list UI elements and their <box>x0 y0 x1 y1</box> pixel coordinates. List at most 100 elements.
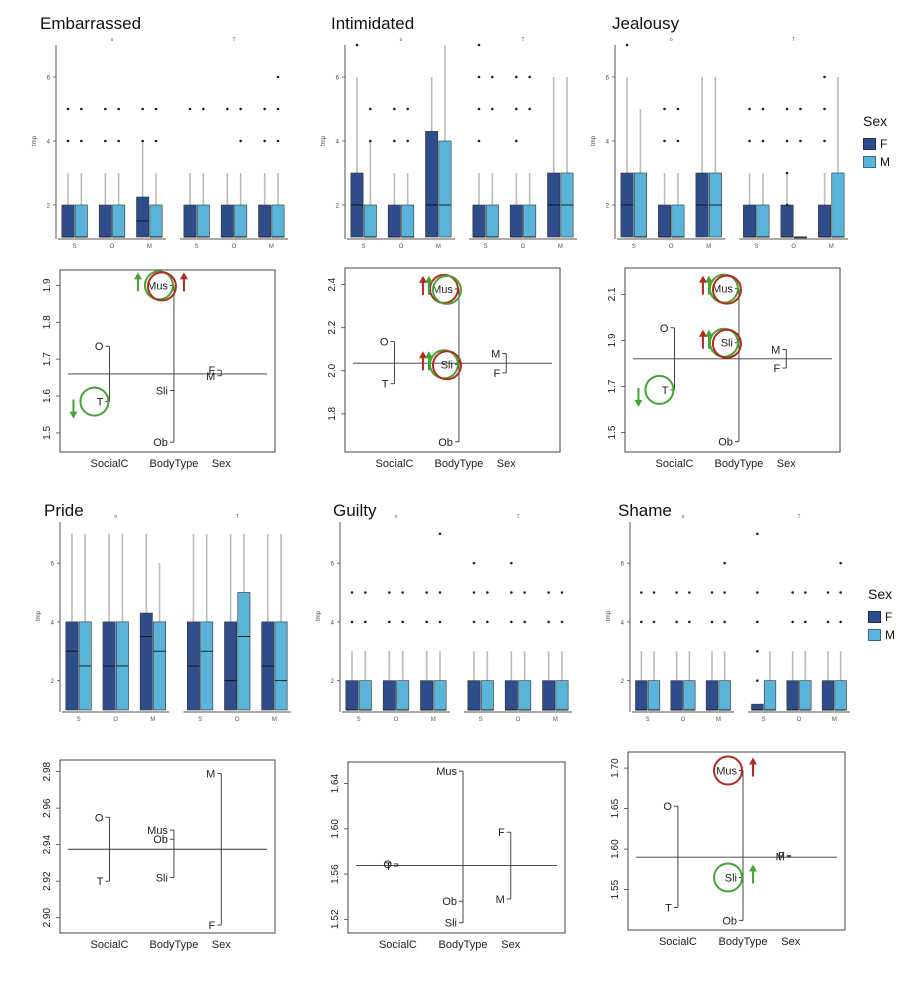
outlier-point <box>369 139 372 143</box>
y-tick-label: 1.7 <box>607 379 618 393</box>
box-m <box>196 204 210 238</box>
y-tick-label: 4 <box>621 620 625 626</box>
y-tick-label: 2 <box>606 204 610 210</box>
x-tick-label: M <box>436 244 441 250</box>
box-f <box>136 196 150 238</box>
level-label: F <box>209 365 216 377</box>
outlier-point <box>528 75 531 79</box>
x-tick-label: S <box>479 717 483 723</box>
y-axis-label: tmp <box>32 135 38 146</box>
legend-item-f: F <box>863 135 890 153</box>
outlier-point <box>263 107 266 111</box>
outlier-point <box>804 620 807 624</box>
facet-label: o <box>111 37 114 43</box>
panel-title: Shame <box>618 501 672 520</box>
y-tick-label: 1.8 <box>42 315 53 329</box>
outlier-point <box>406 107 409 111</box>
box-f <box>635 680 648 711</box>
outlier-point <box>785 107 789 111</box>
legend-label-f: F <box>880 137 888 151</box>
green-arrow-head <box>634 399 643 407</box>
x-axis-label: BodyType <box>149 939 198 951</box>
box-m <box>74 204 88 238</box>
x-axis-label: BodyType <box>439 939 488 951</box>
box-m <box>555 680 569 711</box>
outlier-point <box>472 620 476 624</box>
green-arrow-head <box>749 864 758 872</box>
level-label: O <box>663 801 672 813</box>
outlier-point <box>515 139 518 143</box>
red-highlight-circle <box>711 274 742 305</box>
x-axis-label: Sex <box>501 939 520 951</box>
level-label: Sli <box>441 359 453 371</box>
box-m <box>633 172 647 238</box>
box-f <box>61 204 75 238</box>
outlier-point <box>756 679 759 682</box>
outlier-point <box>350 591 354 594</box>
level-label: Ob <box>153 834 168 846</box>
facet-label: T <box>232 37 235 43</box>
x-tick-label: S <box>762 717 766 723</box>
legend-title: Sex <box>863 113 888 129</box>
outlier-point <box>369 107 372 111</box>
box-m <box>433 680 447 711</box>
x-axis-label: Sex <box>212 458 231 470</box>
outlier-point <box>663 107 666 111</box>
outlier-point <box>477 107 481 111</box>
outlier-point <box>748 139 751 143</box>
x-tick-label: S <box>195 244 199 250</box>
outlier-point <box>723 591 726 594</box>
outlier-point <box>393 107 396 111</box>
box-f <box>818 204 832 238</box>
x-axis-label: Sex <box>497 458 516 470</box>
y-tick-label: 1.70 <box>610 758 621 778</box>
x-tick-label: O <box>797 717 802 723</box>
x-tick-label: S <box>632 244 636 250</box>
green-highlight-circle <box>644 374 675 405</box>
outlier-point <box>117 139 120 143</box>
outlier-point <box>761 139 765 143</box>
level-label: M <box>771 345 780 357</box>
box-f <box>467 680 481 711</box>
x-tick-label: O <box>110 244 115 250</box>
outlier-point <box>477 139 481 143</box>
outlier-point <box>486 620 489 624</box>
level-label: F <box>774 363 781 375</box>
x-axis-label: SocialC <box>90 458 128 470</box>
box-f <box>504 680 518 711</box>
outlier-point <box>276 107 280 111</box>
x-tick-label: S <box>77 717 81 723</box>
outlier-point <box>785 139 789 143</box>
facet-label: o <box>114 514 117 520</box>
level-label: Ob <box>438 437 453 449</box>
x-tick-label: M <box>832 717 837 723</box>
y-tick-label: 2.96 <box>42 798 53 818</box>
outlier-point <box>791 591 794 594</box>
y-tick-label: 1.9 <box>607 333 618 347</box>
y-tick-label: 2 <box>51 679 55 685</box>
outlier-point <box>66 107 70 111</box>
outlier-point <box>388 620 391 624</box>
box-f <box>743 204 757 238</box>
outlier-point <box>477 75 481 79</box>
box-f <box>751 703 764 711</box>
facet-label: o <box>395 514 398 520</box>
outlier-point <box>791 620 794 624</box>
x-axis-label: SocialC <box>655 458 693 470</box>
y-tick-label: 2.94 <box>42 835 53 855</box>
outlier-point <box>688 591 691 594</box>
box-m <box>647 680 661 711</box>
y-tick-label: 1.56 <box>330 864 341 884</box>
box-m <box>396 680 410 711</box>
y-axis-label: tmp <box>321 135 327 146</box>
x-tick-label: O <box>113 717 118 723</box>
box-m <box>763 680 777 711</box>
box-f <box>425 131 439 238</box>
y-tick-label: 1.9 <box>42 278 53 292</box>
outlier-point <box>547 620 550 624</box>
level-label: Sli <box>156 873 168 885</box>
x-tick-label: O <box>791 244 796 250</box>
level-label: Mus <box>432 284 453 296</box>
outlier-point <box>826 620 830 624</box>
box-m <box>683 680 696 711</box>
